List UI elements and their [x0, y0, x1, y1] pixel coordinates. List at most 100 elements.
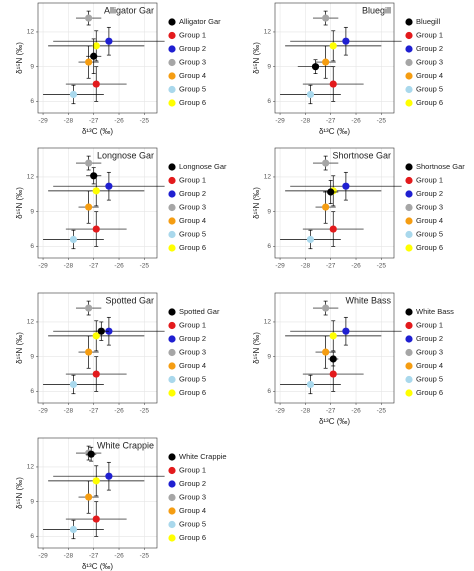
legend-swatch: [168, 31, 176, 40]
point: [342, 327, 350, 335]
x-tick-label: -27: [326, 118, 336, 125]
legend-label: Group 6: [416, 388, 443, 397]
plot-area: [275, 3, 394, 113]
point: [322, 14, 330, 22]
legend-label: Group 4: [416, 361, 443, 370]
x-tick-label: -29: [275, 263, 285, 270]
point: [85, 348, 93, 356]
x-tick-label: -25: [140, 118, 150, 125]
legend-swatch: [168, 507, 176, 515]
point: [322, 159, 330, 167]
y-tick-label: 9: [30, 353, 34, 360]
x-tick-label: -25: [140, 263, 150, 270]
legend-swatch: [168, 520, 176, 529]
x-tick-label: -25: [377, 263, 387, 270]
legend-label: Group 4: [416, 71, 443, 80]
legend-swatch: [168, 375, 176, 384]
y-tick-label: 12: [27, 174, 35, 181]
point: [329, 355, 337, 363]
point: [306, 90, 315, 99]
legend-label: Group 5: [179, 374, 206, 383]
x-tick-label: -26: [351, 263, 361, 270]
point: [105, 472, 113, 480]
plot-border: [274, 2, 395, 114]
x-tick-label: -26: [351, 408, 361, 415]
legend-swatch: [168, 534, 176, 542]
x-tick-label: -29: [38, 118, 48, 125]
legend-label: Group 2: [416, 44, 443, 53]
legend-label: Group 1: [179, 320, 206, 329]
point: [85, 203, 93, 211]
x-tick-label: -28: [64, 263, 74, 270]
x-tick-label: -27: [89, 408, 99, 415]
legend-swatch: [405, 190, 413, 198]
legend-label: Group 6: [179, 533, 206, 542]
point: [87, 450, 95, 458]
panel-title: Alligator Gar: [104, 5, 154, 15]
legend-label: Group 5: [179, 84, 206, 93]
legend-swatch: [168, 45, 176, 53]
legend-label: Group 1: [416, 320, 443, 329]
x-tick-label: -27: [326, 263, 336, 270]
legend-label: Group 5: [179, 519, 206, 528]
point: [342, 182, 350, 190]
legend-swatch: [405, 217, 413, 225]
legend-label: Group 3: [416, 347, 443, 356]
legend-label: Group 5: [416, 374, 443, 383]
point: [322, 58, 330, 66]
plot-border: [274, 147, 395, 259]
plot-area: [275, 293, 394, 403]
legend-swatch: [405, 18, 413, 26]
point: [92, 80, 100, 88]
y-tick-label: 6: [267, 243, 271, 250]
panel-title: White Bass: [345, 295, 391, 305]
panel-title: Bluegill: [362, 5, 391, 15]
legend-label: Longnose Gar: [179, 162, 227, 171]
legend-label: Group 4: [179, 361, 206, 370]
y-tick-label: 12: [264, 29, 272, 36]
point: [322, 203, 330, 211]
point: [327, 188, 335, 196]
y-tick-label: 6: [30, 243, 34, 250]
y-tick-label: 12: [264, 319, 272, 326]
legend-swatch: [405, 244, 413, 252]
x-tick-label: -25: [377, 118, 387, 125]
x-tick-label: -25: [377, 408, 387, 415]
x-tick-label: -29: [38, 263, 48, 270]
legend-label: Group 3: [416, 202, 443, 211]
x-axis-label: δ¹³C (‰): [319, 127, 350, 136]
legend-swatch: [168, 389, 176, 397]
legend-swatch: [405, 203, 413, 212]
legend-label: Group 6: [416, 98, 443, 107]
point: [90, 172, 98, 180]
legend-swatch: [168, 362, 176, 370]
x-tick-label: -26: [114, 408, 124, 415]
point: [69, 380, 78, 389]
plot-area: [38, 148, 157, 258]
point: [92, 187, 100, 195]
y-tick-label: 9: [30, 63, 34, 70]
legend-label: Group 3: [179, 492, 206, 501]
legend-swatch: [168, 176, 176, 185]
point: [92, 515, 100, 523]
point: [85, 14, 93, 22]
legend-label: White Crappie: [179, 452, 227, 461]
point: [306, 235, 315, 244]
legend-label: Group 4: [179, 71, 206, 80]
point: [69, 525, 78, 534]
point: [105, 182, 113, 190]
plot-border: [37, 437, 158, 549]
x-tick-label: -28: [301, 118, 311, 125]
legend-label: Alligator Gar: [179, 17, 221, 26]
point: [92, 225, 100, 233]
y-axis-label: δ¹⁵N (‰): [15, 42, 24, 74]
plot-border: [37, 2, 158, 114]
plot-area: [38, 438, 157, 548]
y-tick-label: 12: [27, 464, 35, 471]
point: [69, 235, 78, 244]
y-tick-label: 9: [30, 208, 34, 215]
x-tick-label: -26: [114, 118, 124, 125]
legend-swatch: [168, 244, 176, 252]
x-tick-label: -27: [89, 263, 99, 270]
